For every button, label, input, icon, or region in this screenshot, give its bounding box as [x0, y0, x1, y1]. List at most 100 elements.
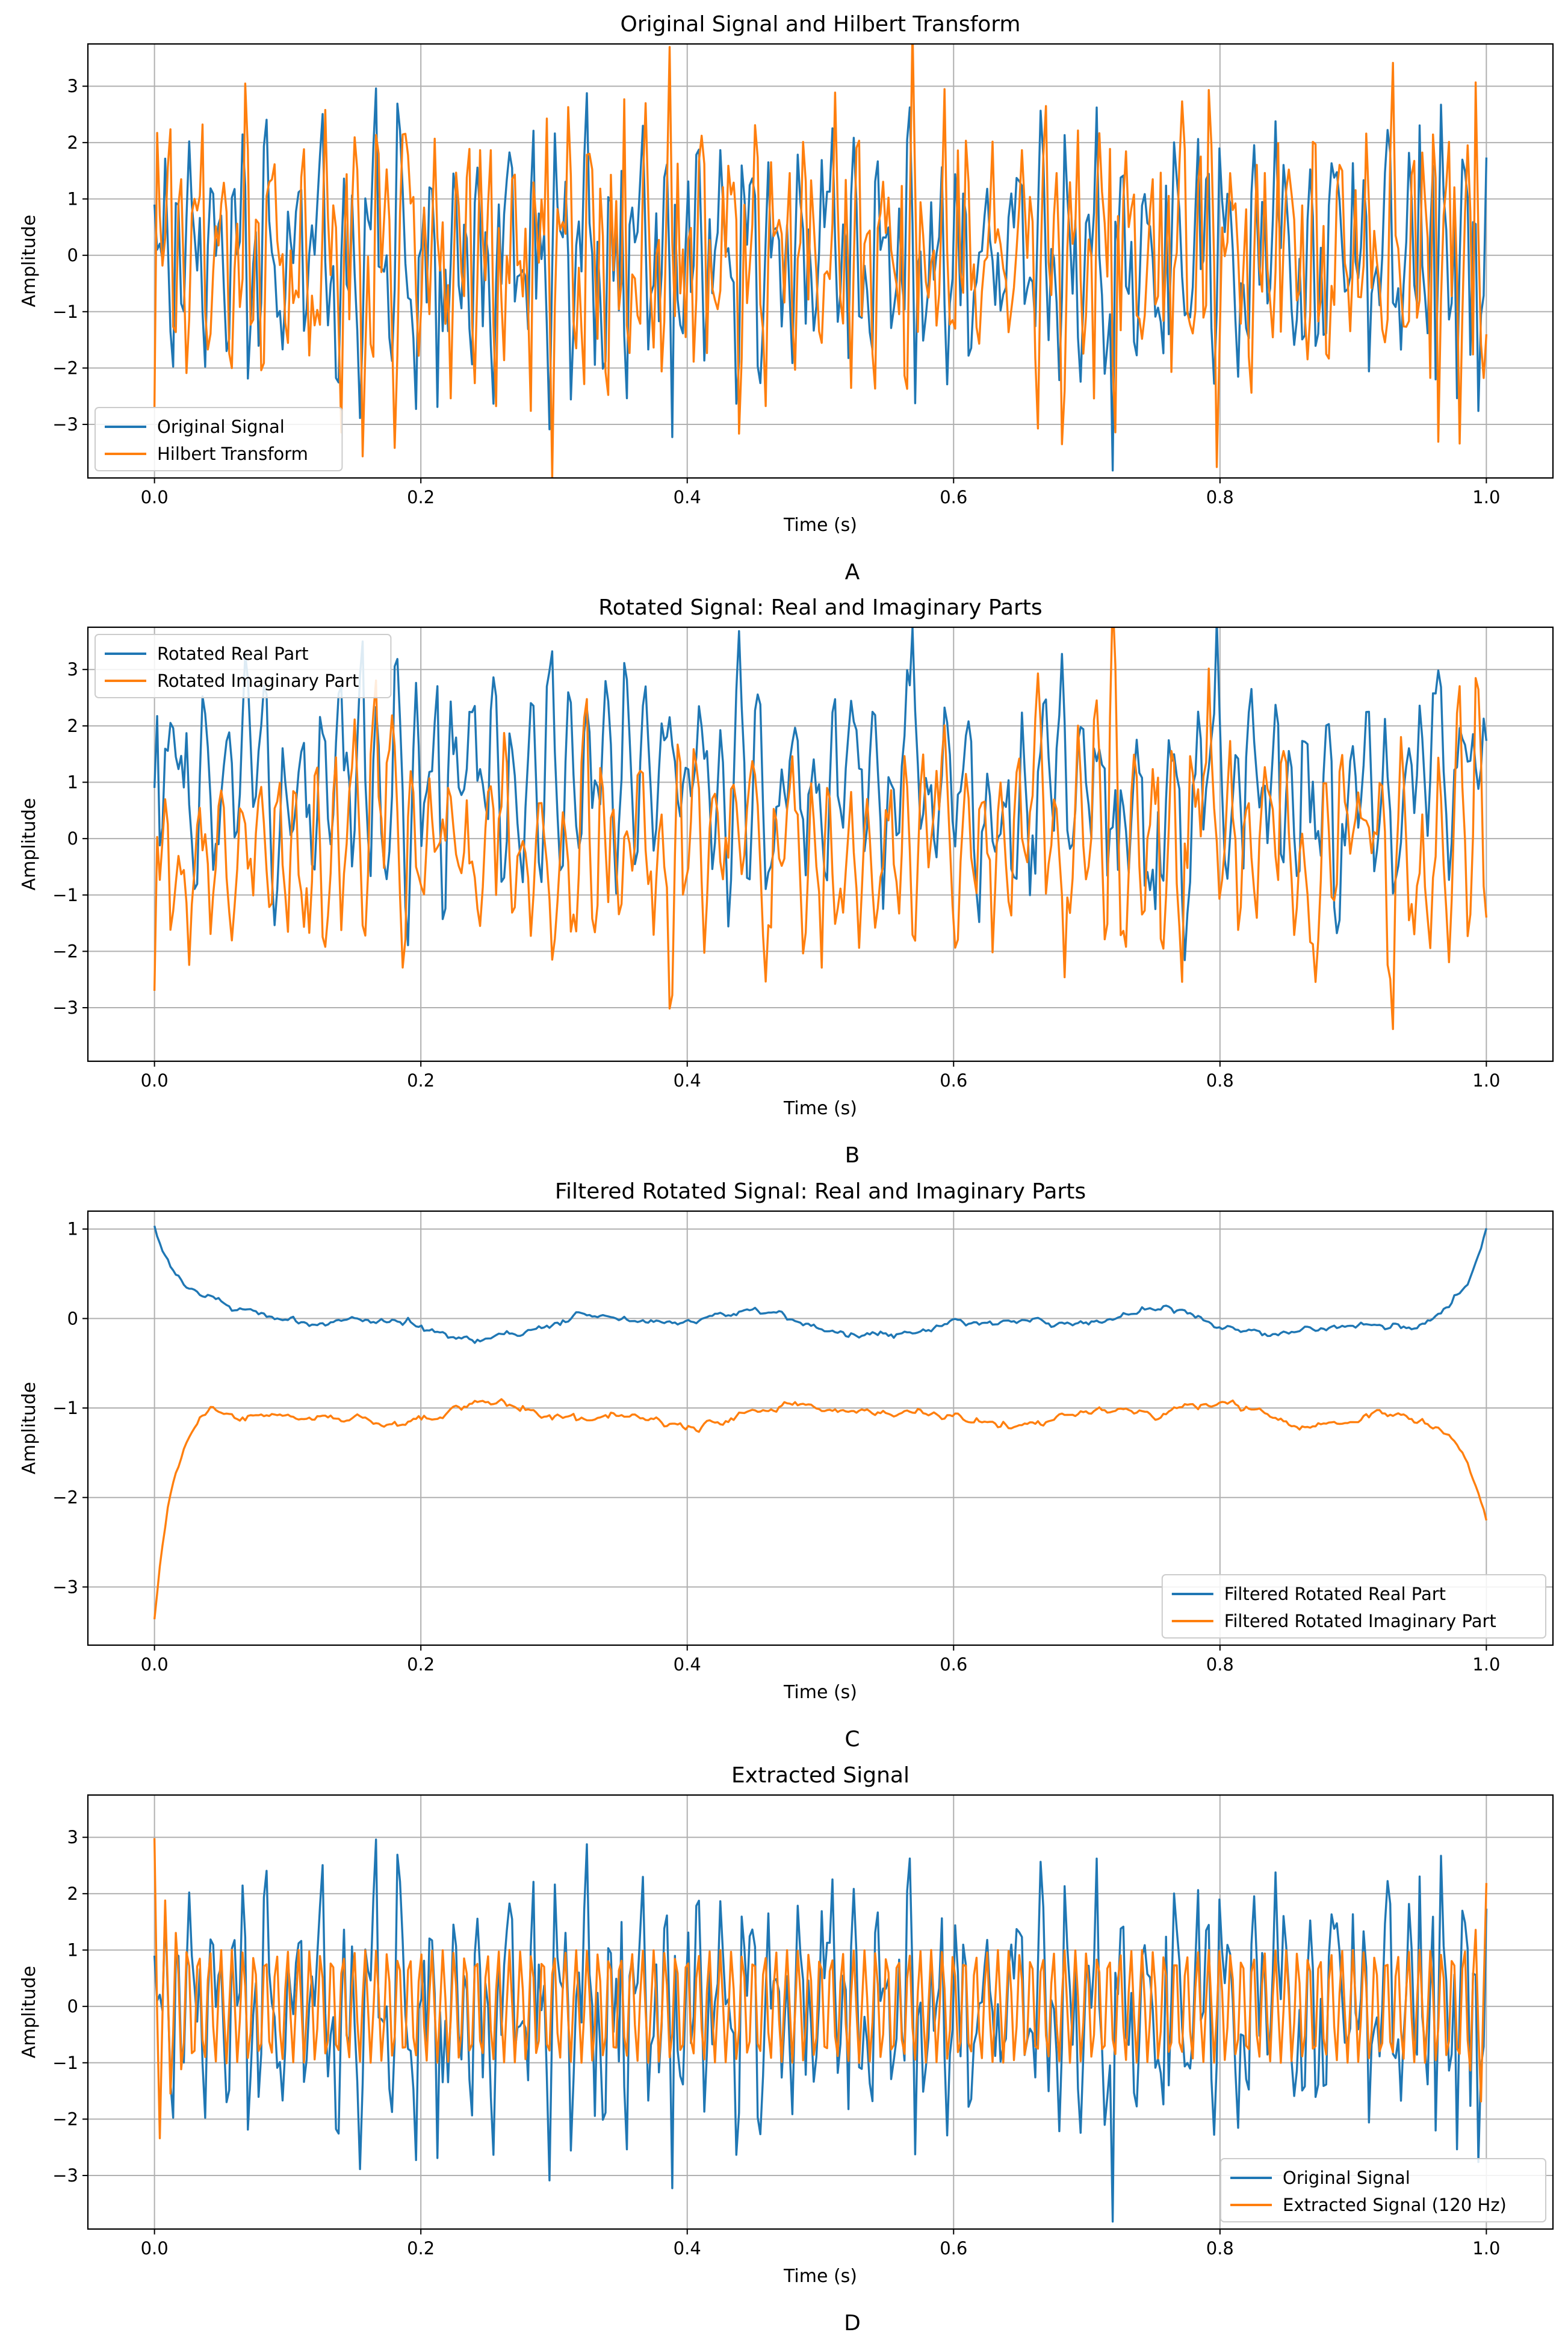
- x-tick-label: 0.0: [141, 487, 169, 507]
- legend-label: Rotated Imaginary Part: [157, 671, 359, 691]
- chart-title: Extracted Signal: [731, 1763, 910, 1788]
- panel-label: C: [844, 1727, 860, 1752]
- y-tick-label: 3: [67, 659, 78, 680]
- x-tick-label: 0.4: [674, 1654, 701, 1675]
- y-axis-label: Amplitude: [19, 1382, 40, 1475]
- y-tick-label: 1: [67, 1219, 78, 1239]
- x-tick-label: 0.8: [1206, 1654, 1234, 1675]
- x-tick-label: 1.0: [1472, 1654, 1500, 1675]
- y-tick-label: −3: [52, 2165, 78, 2186]
- legend-box: [1220, 2158, 1546, 2222]
- y-tick-label: 0: [67, 828, 78, 849]
- axes-frame: [87, 1794, 1554, 2230]
- x-tick-label: 0.2: [407, 1654, 435, 1675]
- chart-panel-d: Extracted Signal 0.0 0.2 0.4 0.6 0.8 1.0 −3 −2 −1…: [19, 1763, 1554, 2336]
- x-axis-label: Time (s): [783, 1682, 857, 1703]
- y-tick-label: 0: [67, 1308, 78, 1329]
- x-tick-label: 0.0: [141, 1070, 169, 1091]
- chart-title: Rotated Signal: Real and Imaginary Parts: [598, 595, 1042, 620]
- y-tick-label: −1: [52, 302, 78, 322]
- x-axis-label: Time (s): [783, 1098, 857, 1119]
- legend-label: Filtered Rotated Imaginary Part: [1224, 1611, 1496, 1631]
- legend-box: [95, 634, 392, 698]
- x-tick-label: 1.0: [1472, 1070, 1500, 1091]
- x-tick-label: 1.0: [1472, 2238, 1500, 2259]
- y-tick-label: 0: [67, 245, 78, 265]
- legend-box: [95, 407, 343, 471]
- panel-label: B: [845, 1143, 860, 1168]
- x-tick-label: 0.2: [407, 2238, 435, 2259]
- y-tick-label: 0: [67, 1996, 78, 2017]
- y-axis-label: Amplitude: [19, 215, 40, 308]
- y-tick-label: −2: [52, 2109, 78, 2129]
- x-tick-label: 0.6: [940, 487, 967, 507]
- y-tick-label: 2: [67, 716, 78, 736]
- chart-title: Filtered Rotated Signal: Real and Imagin…: [555, 1179, 1086, 1204]
- x-tick-label: 0.6: [940, 2238, 967, 2259]
- x-tick-label: 0.2: [407, 487, 435, 507]
- y-tick-label: 1: [67, 189, 78, 209]
- series-line-filt-real: [153, 1225, 1488, 1344]
- legend-label: Rotated Real Part: [157, 643, 309, 664]
- x-tick-label: 1.0: [1472, 487, 1500, 507]
- x-tick-label: 0.6: [940, 1654, 967, 1675]
- legend-label: Hilbert Transform: [157, 444, 308, 464]
- x-tick-label: 0.8: [1206, 487, 1234, 507]
- x-axis-label: Time (s): [783, 2266, 857, 2287]
- y-tick-label: −2: [52, 941, 78, 961]
- plot-area: [153, 44, 1488, 478]
- series-line-extracted: [153, 1838, 1488, 2139]
- plot-area: [153, 627, 1488, 1031]
- legend-label: Extracted Signal (120 Hz): [1283, 2195, 1507, 2215]
- x-tick-label: 0.8: [1206, 1070, 1234, 1091]
- y-tick-label: 2: [67, 132, 78, 153]
- y-tick-label: −3: [52, 1577, 78, 1597]
- y-tick-label: −1: [52, 2053, 78, 2073]
- plot-area: [153, 1838, 1488, 2223]
- legend: Rotated Real Part Rotated Imaginary Part: [95, 634, 392, 698]
- y-tick-label: 3: [67, 1827, 78, 1847]
- panel-label: A: [845, 560, 860, 584]
- chart-title: Original Signal and Hilbert Transform: [620, 12, 1020, 37]
- series-line-hilbert: [153, 44, 1488, 478]
- y-tick-label: 2: [67, 1884, 78, 1904]
- series-line-filt-imag: [153, 1398, 1488, 1620]
- axes-frame: [87, 43, 1554, 479]
- chart-panel-c: Filtered Rotated Signal: Real and Imagin…: [19, 1179, 1554, 1752]
- y-axis-label: Amplitude: [19, 1966, 40, 2059]
- legend-label: Original Signal: [157, 417, 285, 437]
- x-axis-label: Time (s): [783, 515, 857, 536]
- legend: Filtered Rotated Real Part Filtered Rotat…: [1161, 1574, 1547, 1639]
- x-tick-label: 0.0: [141, 2238, 169, 2259]
- y-tick-label: −3: [52, 997, 78, 1018]
- plot-area: [153, 1225, 1488, 1620]
- panel-label: D: [844, 2311, 861, 2336]
- x-tick-label: 0.4: [674, 1070, 701, 1091]
- y-tick-label: −1: [52, 885, 78, 905]
- x-tick-label: 0.4: [674, 487, 701, 507]
- legend-label: Filtered Rotated Real Part: [1224, 1584, 1446, 1604]
- legend: Original Signal Extracted Signal (120 Hz): [1220, 2158, 1546, 2222]
- y-axis-label: Amplitude: [19, 798, 40, 891]
- series-line-rot-imag: [153, 627, 1488, 1031]
- y-tick-label: 1: [67, 772, 78, 793]
- y-tick-label: −3: [52, 414, 78, 435]
- legend-box: [1161, 1574, 1547, 1639]
- axes-frame: [87, 1210, 1554, 1646]
- y-tick-label: 3: [67, 76, 78, 96]
- chart-panel-b: Rotated Signal: Real and Imaginary Parts…: [19, 595, 1554, 1168]
- chart-panel-a: Original Signal and Hilbert Transform 0.0…: [19, 12, 1554, 584]
- axes-frame: [87, 626, 1554, 1062]
- y-tick-label: −1: [52, 1398, 78, 1418]
- x-tick-label: 0.0: [141, 1654, 169, 1675]
- x-tick-label: 0.6: [940, 1070, 967, 1091]
- y-tick-label: −2: [52, 358, 78, 378]
- x-tick-label: 0.8: [1206, 2238, 1234, 2259]
- legend-label: Original Signal: [1283, 2168, 1410, 2188]
- legend: Original Signal Hilbert Transform: [95, 407, 343, 471]
- x-tick-label: 0.4: [674, 2238, 701, 2259]
- x-tick-label: 0.2: [407, 1070, 435, 1091]
- y-tick-label: 1: [67, 1940, 78, 1961]
- y-tick-label: −2: [52, 1487, 78, 1508]
